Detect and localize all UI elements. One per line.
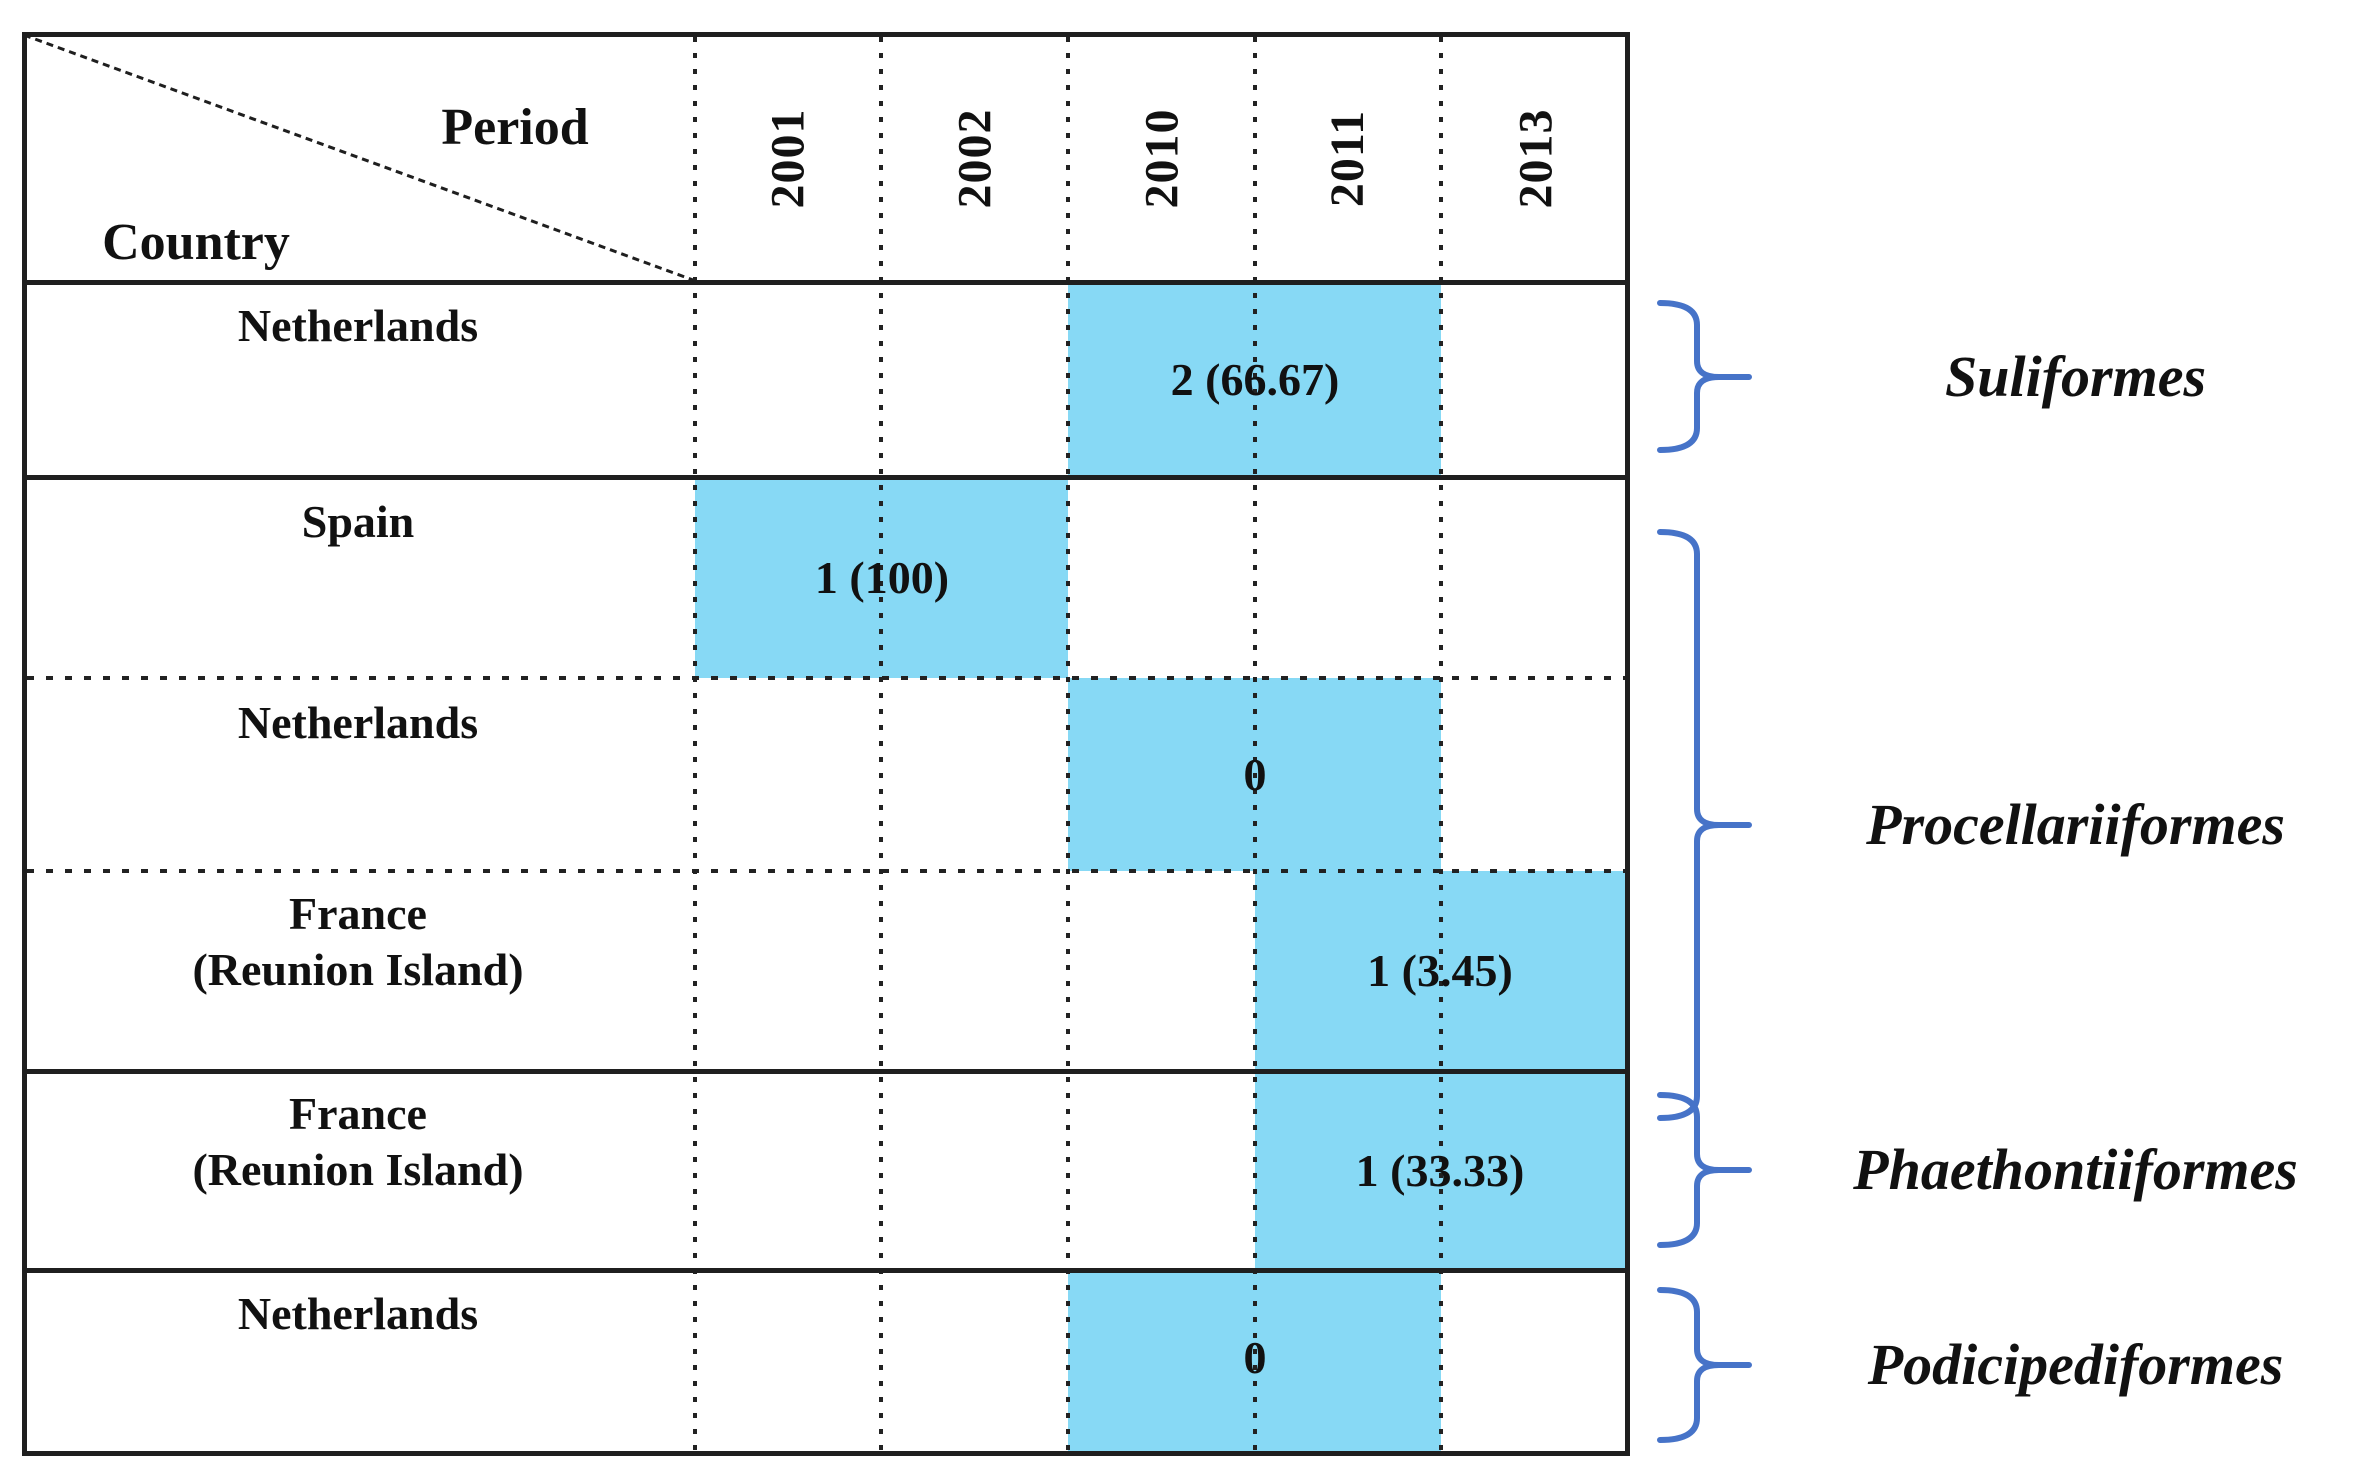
cell-value: 0 — [1243, 749, 1267, 800]
order-label-suliformes: Suliformes — [1944, 344, 2207, 409]
country-name: France — [289, 1088, 427, 1139]
column-header-2011: 2011 — [1238, 48, 1458, 268]
cell-value: 2 (66.67) — [1170, 354, 1340, 405]
row-label-country: Spain — [38, 494, 678, 550]
country-name: Netherlands — [237, 1288, 479, 1339]
column-header-label: 2002 — [948, 108, 1002, 208]
row-label-country: Netherlands — [38, 298, 678, 354]
column-header-label: 2011 — [1321, 109, 1375, 207]
order-label-podicipediformes: Podicipediformes — [1867, 1332, 2284, 1397]
row-separator-dotted — [27, 676, 1625, 680]
cell-value: 0 — [1243, 1332, 1267, 1383]
row-label-country: Netherlands — [38, 1286, 678, 1342]
row-separator-solid — [27, 1069, 1625, 1074]
order-label-phaethontiiformes: Phaethontiiformes — [1853, 1137, 2298, 1202]
country-name-line2: (Reunion Island) — [192, 944, 524, 995]
column-header-label: 2013 — [1509, 108, 1563, 208]
cell-value: 1 (3.45) — [1367, 945, 1513, 996]
column-header-2013: 2013 — [1426, 48, 1646, 268]
row-label-country: Netherlands — [38, 695, 678, 751]
order-label-procellariiformes: Procellariiformes — [1866, 792, 2285, 857]
column-separator — [1253, 37, 1257, 1451]
country-name: France — [289, 888, 427, 939]
brace-suliformes-icon — [1657, 300, 1752, 453]
country-axis-label: Country — [102, 214, 290, 271]
country-name: Netherlands — [237, 300, 479, 351]
row-separator-solid — [27, 475, 1625, 480]
row-label-country: France (Reunion Island) — [38, 886, 678, 998]
header-diagonal-line — [23, 33, 694, 282]
column-separator — [693, 37, 697, 1451]
row-label-country: France (Reunion Island) — [38, 1086, 678, 1198]
country-name-line2: (Reunion Island) — [192, 1144, 524, 1195]
column-separator — [1439, 37, 1443, 1451]
row-separator-solid — [27, 1268, 1625, 1273]
period-axis-label: Period — [441, 99, 589, 156]
cell-value: 1 (100) — [814, 552, 950, 603]
country-name: Spain — [301, 496, 415, 547]
brace-phaethontiiformes-icon — [1657, 1092, 1752, 1248]
row-separator-solid — [27, 280, 1625, 285]
column-header-label: 2001 — [761, 108, 815, 208]
brace-podicipediformes-icon — [1657, 1287, 1752, 1443]
country-name: Netherlands — [237, 697, 479, 748]
column-separator — [1066, 37, 1070, 1451]
cell-value: 1 (33.33) — [1355, 1145, 1525, 1196]
column-header-label: 2010 — [1135, 108, 1189, 208]
brace-procellariiformes-icon — [1657, 529, 1752, 1121]
column-separator — [879, 37, 883, 1451]
row-separator-dotted — [27, 869, 1625, 873]
